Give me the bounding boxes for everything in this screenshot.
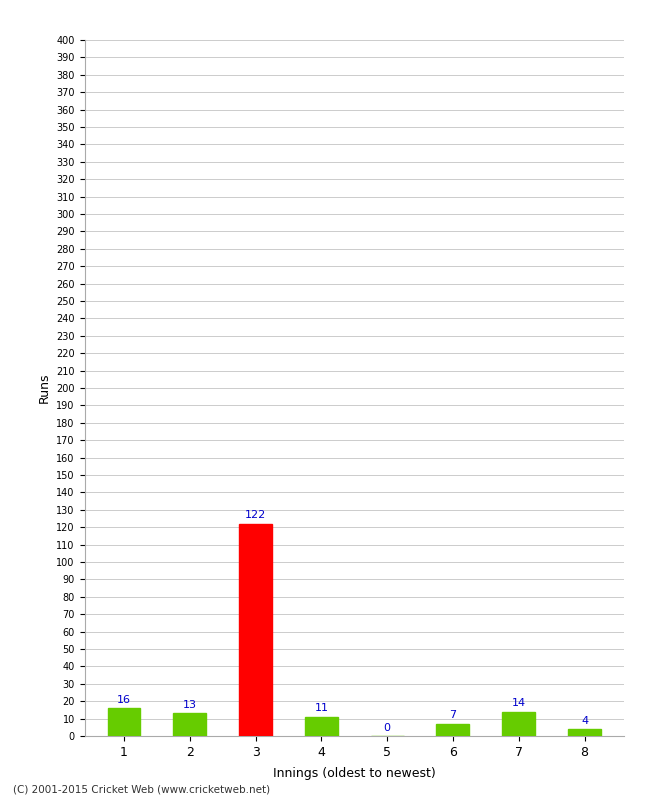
Bar [107, 708, 140, 736]
Bar [305, 717, 338, 736]
Bar [239, 524, 272, 736]
Text: 7: 7 [449, 710, 456, 720]
Bar [568, 729, 601, 736]
Text: (C) 2001-2015 Cricket Web (www.cricketweb.net): (C) 2001-2015 Cricket Web (www.cricketwe… [13, 784, 270, 794]
Text: 122: 122 [245, 510, 266, 520]
Text: 16: 16 [117, 694, 131, 705]
Text: 14: 14 [512, 698, 526, 708]
Text: 11: 11 [315, 703, 328, 714]
X-axis label: Innings (oldest to newest): Innings (oldest to newest) [273, 767, 436, 780]
Bar [502, 712, 535, 736]
Text: 0: 0 [384, 722, 391, 733]
Text: 4: 4 [581, 715, 588, 726]
Y-axis label: Runs: Runs [38, 373, 51, 403]
Bar [437, 724, 469, 736]
Bar [174, 714, 206, 736]
Text: 13: 13 [183, 700, 197, 710]
